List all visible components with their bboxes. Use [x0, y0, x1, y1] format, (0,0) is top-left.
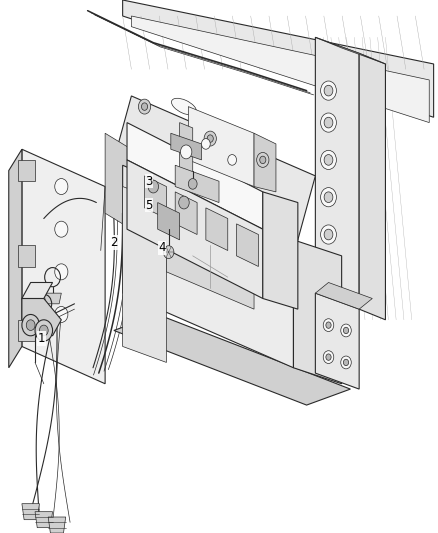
Circle shape — [341, 324, 351, 337]
Circle shape — [141, 103, 148, 110]
Circle shape — [343, 327, 349, 334]
Polygon shape — [206, 208, 228, 251]
Circle shape — [148, 180, 159, 193]
Polygon shape — [131, 16, 429, 123]
Polygon shape — [114, 314, 350, 405]
Polygon shape — [254, 133, 276, 192]
Polygon shape — [359, 53, 385, 320]
Circle shape — [324, 155, 333, 165]
Circle shape — [163, 246, 174, 259]
Circle shape — [321, 113, 336, 132]
Circle shape — [138, 99, 151, 114]
Polygon shape — [158, 203, 180, 240]
Polygon shape — [315, 37, 385, 64]
Circle shape — [323, 351, 334, 364]
Circle shape — [55, 306, 68, 322]
Text: 2: 2 — [110, 236, 118, 249]
Circle shape — [39, 325, 48, 336]
Circle shape — [324, 261, 333, 272]
Polygon shape — [123, 203, 293, 368]
Polygon shape — [315, 282, 372, 309]
Circle shape — [22, 314, 39, 336]
Circle shape — [207, 135, 213, 142]
Polygon shape — [22, 149, 105, 384]
Polygon shape — [237, 224, 258, 266]
Polygon shape — [315, 37, 359, 309]
Polygon shape — [123, 187, 166, 362]
Text: 1: 1 — [38, 332, 46, 345]
Polygon shape — [180, 123, 193, 176]
Polygon shape — [105, 160, 298, 277]
Circle shape — [26, 320, 35, 330]
Polygon shape — [188, 107, 254, 187]
Circle shape — [321, 257, 336, 276]
Circle shape — [188, 179, 197, 189]
Polygon shape — [127, 160, 263, 298]
Circle shape — [55, 221, 68, 237]
Circle shape — [228, 155, 237, 165]
Polygon shape — [175, 165, 219, 203]
Circle shape — [321, 188, 336, 207]
Circle shape — [321, 225, 336, 244]
Polygon shape — [35, 320, 53, 330]
Circle shape — [180, 145, 192, 159]
Polygon shape — [175, 192, 197, 235]
Polygon shape — [166, 213, 254, 309]
Polygon shape — [48, 517, 66, 533]
Circle shape — [204, 131, 216, 146]
Polygon shape — [293, 240, 342, 384]
Circle shape — [321, 150, 336, 169]
Polygon shape — [105, 133, 131, 229]
Circle shape — [55, 264, 68, 280]
Polygon shape — [22, 504, 39, 520]
Circle shape — [326, 354, 331, 360]
Circle shape — [324, 85, 333, 96]
Polygon shape — [18, 160, 35, 181]
Circle shape — [324, 117, 333, 128]
Polygon shape — [145, 176, 166, 219]
Ellipse shape — [171, 98, 197, 115]
Circle shape — [257, 152, 269, 167]
Polygon shape — [22, 298, 61, 336]
Circle shape — [324, 192, 333, 203]
Circle shape — [260, 156, 266, 164]
Text: 4: 4 — [158, 241, 166, 254]
Circle shape — [324, 229, 333, 240]
Circle shape — [201, 139, 210, 149]
Polygon shape — [35, 512, 53, 528]
Circle shape — [323, 319, 334, 332]
Text: 3: 3 — [145, 175, 152, 188]
Polygon shape — [171, 133, 201, 160]
Polygon shape — [123, 0, 434, 117]
Circle shape — [343, 359, 349, 366]
Circle shape — [341, 356, 351, 369]
Polygon shape — [315, 293, 359, 389]
Circle shape — [179, 196, 189, 209]
Circle shape — [35, 320, 53, 341]
Polygon shape — [44, 293, 61, 304]
Circle shape — [321, 81, 336, 100]
Polygon shape — [114, 96, 315, 240]
Circle shape — [326, 322, 331, 328]
Polygon shape — [127, 123, 263, 229]
Polygon shape — [9, 149, 22, 368]
Text: 5: 5 — [145, 199, 152, 212]
Polygon shape — [123, 165, 293, 277]
Polygon shape — [18, 245, 35, 266]
Circle shape — [55, 179, 68, 195]
Polygon shape — [22, 282, 53, 298]
Polygon shape — [18, 320, 35, 341]
Polygon shape — [263, 192, 298, 309]
